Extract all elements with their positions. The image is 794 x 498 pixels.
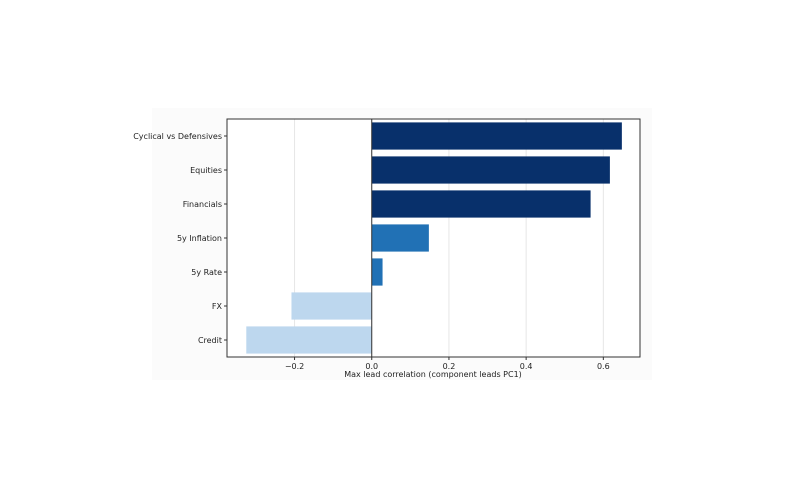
x-axis-label: Max lead correlation (component leads PC… (344, 370, 522, 379)
bar-fx (291, 292, 372, 320)
y-tick-label-1: Equities (190, 166, 222, 175)
x-tick-label-4: 0.6 (597, 362, 610, 371)
bar-credit (246, 326, 372, 354)
bar-5y-rate (371, 258, 383, 286)
bars (246, 122, 622, 354)
x-tick-labels: −0.2 0.0 0.2 0.4 0.6 (285, 357, 610, 371)
plot-area (227, 119, 640, 357)
x-tick-label-3: 0.4 (520, 362, 533, 371)
y-tick-labels: Cyclical vs Defensives Equities Financials… (133, 132, 227, 345)
x-tick-label-0: −0.2 (285, 362, 304, 371)
y-tick-label-3: 5y Inflation (177, 234, 222, 243)
x-tick-label-2: 0.2 (443, 362, 456, 371)
x-tick-label-1: 0.0 (365, 362, 378, 371)
bar-financials (371, 190, 591, 218)
y-tick-label-4: 5y Rate (191, 268, 222, 277)
y-tick-label-2: Financials (183, 200, 222, 209)
y-tick-label-6: Credit (198, 336, 222, 345)
y-tick-label-5: FX (212, 302, 223, 311)
y-tick-label-0: Cyclical vs Defensives (133, 132, 222, 141)
bar-5y-inflation (371, 224, 429, 252)
bar-cyclical-vs-defensives (371, 122, 622, 150)
bar-equities (371, 156, 610, 184)
